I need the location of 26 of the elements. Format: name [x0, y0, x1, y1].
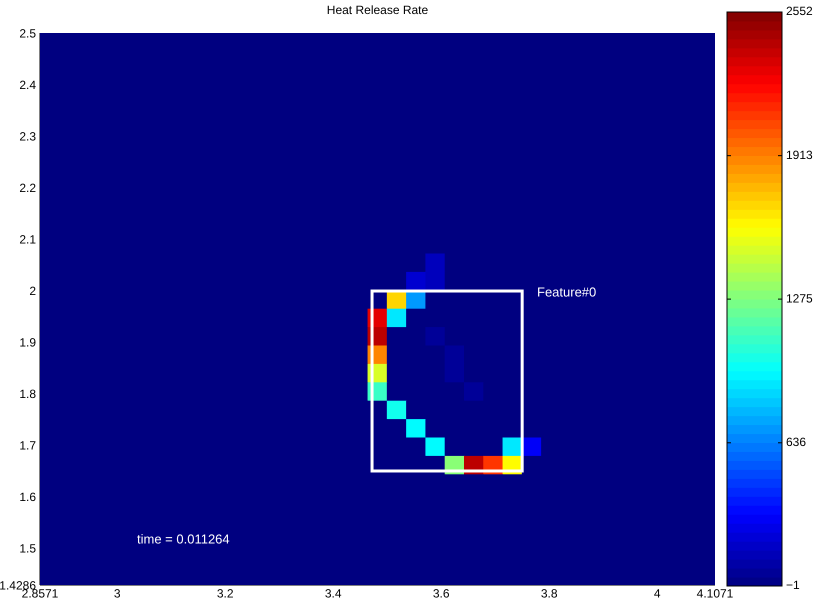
x-tick-label: 3.6: [432, 586, 450, 601]
annotation: Feature#0: [537, 284, 596, 300]
y-tick-label: 1.9: [19, 335, 36, 350]
y-tick-label: 2.3: [19, 129, 36, 144]
y-tick-label: 1.7: [19, 438, 36, 452]
y-tick-label: 2.2: [19, 180, 36, 195]
x-tick-label: 4.1071: [696, 586, 734, 601]
y-tick-label: 2.1: [19, 232, 36, 246]
color-bar-label: 636: [786, 434, 806, 449]
x-tick-label: 4: [654, 586, 661, 601]
y-tick-label: 1.6: [19, 490, 36, 504]
y-tick-label: 2: [29, 284, 36, 298]
x-tick-label: 3: [114, 586, 121, 601]
color-bar-label: 2552: [786, 4, 814, 18]
color-bar-label: 1913: [786, 148, 814, 162]
annotation: time = 0.011264: [137, 531, 230, 546]
color-bar-label: 1275: [786, 291, 814, 306]
x-tick-label: 3.2: [216, 586, 234, 601]
y-tick-label: 2.4: [19, 78, 36, 92]
chart-title: Heat Release Rate: [326, 3, 429, 17]
color-bar-label: −1: [786, 578, 800, 592]
x-tick-label: 3.8: [540, 586, 558, 601]
y-tick-label: 1.8: [19, 386, 36, 401]
y-tick-label: 2.5: [19, 26, 36, 40]
y-tick-label: 1.5: [19, 541, 36, 556]
x-tick-label: 3.4: [324, 586, 342, 601]
